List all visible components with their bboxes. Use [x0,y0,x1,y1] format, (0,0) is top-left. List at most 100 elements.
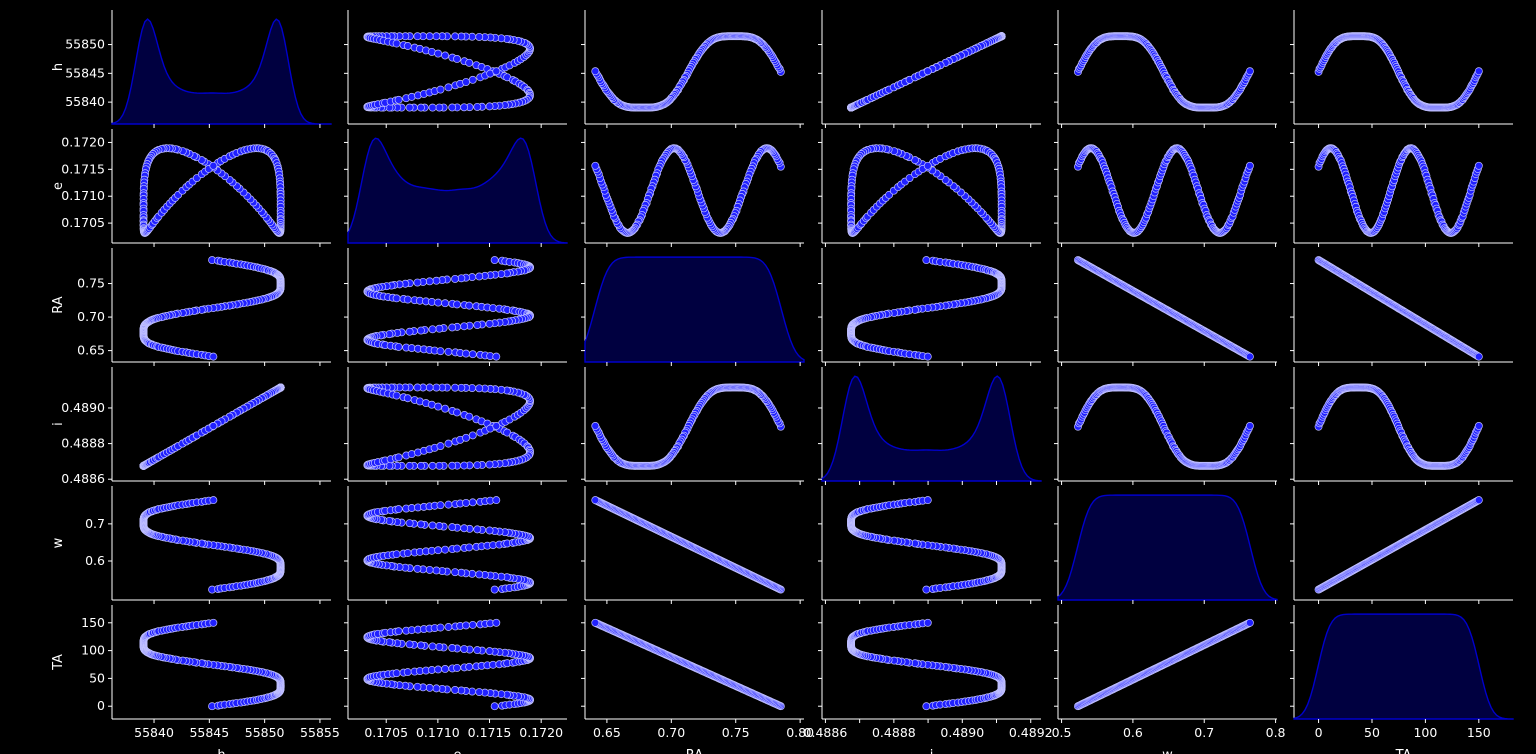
y-axis-label: e [51,182,66,190]
x-axis-label: RA [686,748,704,754]
scatter-point [428,461,437,470]
panel-RA-vs-w [1054,248,1277,366]
y-tick-label: 0.65 [77,343,105,358]
scatter-point [444,347,453,356]
scatter-points [139,618,285,711]
x-tick-label: 0.1720 [519,725,563,740]
scatter-point [1245,67,1254,76]
x-tick-label: 0.70 [657,725,685,740]
scatter-point [922,256,931,265]
panel-i-vs-TA [1290,367,1513,485]
scatter-point [465,412,474,421]
scatter-point [468,431,477,440]
panel-w-vs-h: 0.60.7w [51,486,331,604]
scatter-point [923,161,932,170]
scatter-point [475,688,484,696]
y-tick-label: 0.1710 [61,188,105,203]
scatter-point [485,460,494,469]
scatter-point [922,585,931,594]
kde-h [111,18,332,125]
scatter-point [405,103,414,112]
scatter-point [441,51,450,60]
scatter-point [392,294,401,303]
scatter-point [462,349,470,358]
y-tick-label: 0.4888 [61,436,105,451]
scatter-points [1074,383,1254,470]
scatter-point [392,669,401,678]
scatter-point [475,570,484,579]
scatter-point [428,521,437,530]
panel-e-vs-RA [581,129,804,247]
scatter-point [448,644,457,652]
scatter-point [209,421,218,430]
scatter-point [435,103,444,112]
scatter-point [485,647,494,656]
panel-i-vs-w [1054,367,1277,485]
y-tick-label: 150 [81,615,105,630]
scatter-point [394,505,403,514]
scatter-point [462,621,470,630]
scatter-point [209,161,218,170]
scatter-point [465,301,474,310]
scatter-point [485,102,494,111]
panel-e-vs-i [818,129,1041,247]
scatter-points [591,144,785,237]
scatter-point [475,32,484,41]
x-tick-label: 55845 [189,725,229,740]
y-tick-label: 50 [89,670,105,685]
scatter-point [1474,421,1483,430]
scatter-point [392,550,401,559]
y-tick-label: 0.6 [85,553,105,568]
panel-h-vs-TA [1290,10,1513,128]
scatter-point [444,83,453,92]
scatter-point [460,524,469,533]
scatter-points [847,32,1006,112]
scatter-point [436,623,445,632]
scatter-point [434,298,443,307]
scatter-point [413,278,422,287]
scatter-point [1474,352,1483,361]
scatter-point [434,402,443,411]
scatter-point [460,103,469,112]
scatter-point [403,295,412,304]
scatter-point [209,618,218,627]
panel-RA-vs-i [818,248,1041,366]
scatter-point [473,461,482,470]
scatter-point [209,352,218,361]
scatter-point [448,461,457,470]
scatter-points [363,496,535,594]
x-tick-label: 55850 [245,725,285,740]
scatter-point [436,501,445,510]
x-tick-label: 0.75 [722,725,750,740]
scatter-point [453,300,461,309]
scatter-point [451,383,460,392]
scatter-point [428,103,437,112]
scatter-point [1245,421,1254,430]
scatter-point [413,564,422,573]
x-tick-label: 55855 [300,725,340,740]
scatter-point [405,327,414,336]
scatter-point [591,161,600,170]
scatter-point [492,618,501,627]
scatter-point [451,685,460,694]
y-tick-label: 55850 [65,37,105,52]
scatter-point [441,665,450,673]
scatter-point [905,174,914,183]
scatter-points [363,618,535,711]
y-axis-label: RA [51,296,66,314]
scatter-point [209,496,218,505]
scatter-point [405,519,414,528]
scatter-points [139,144,285,237]
scatter-point [591,421,600,430]
scatter-point [436,442,445,451]
scatter-points [1314,144,1483,237]
scatter-point [485,319,494,328]
scatter-point [465,543,474,552]
scatter-point [1474,67,1483,76]
scatter-point [462,498,470,507]
scatter-point [591,496,600,505]
